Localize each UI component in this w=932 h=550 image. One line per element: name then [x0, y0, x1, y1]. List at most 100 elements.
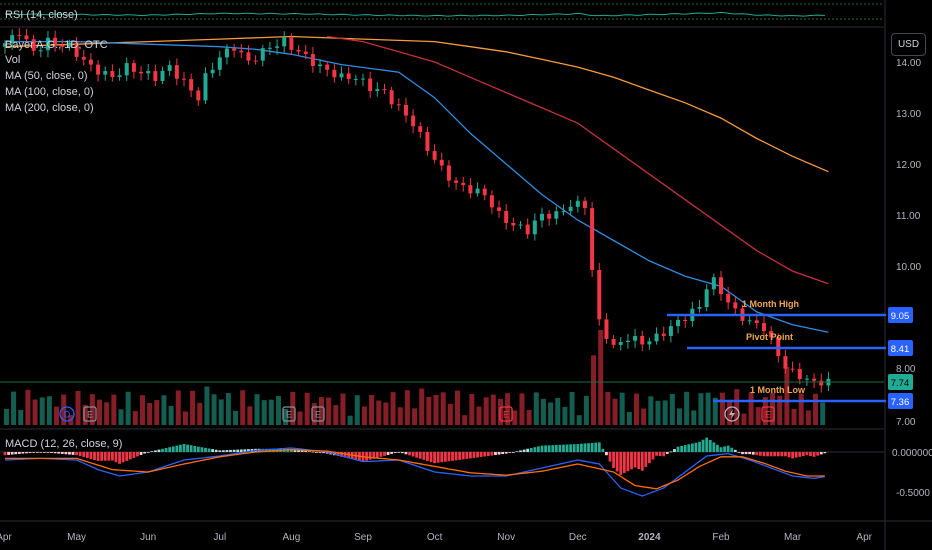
macd-histogram-bar — [554, 444, 558, 452]
level-price-text: 9.05 — [891, 311, 910, 322]
candle-body — [439, 159, 444, 166]
candle-body — [353, 78, 358, 80]
macd-histogram-bar — [121, 452, 125, 463]
macd-legend[interactable]: MACD (12, 26, close, 9) — [5, 438, 123, 450]
level-price-tag — [888, 393, 913, 409]
volume-bar — [605, 391, 611, 425]
symbol-legend[interactable]: Bayer A.G., 1D, OTC — [5, 39, 108, 51]
macd-histogram-bar — [340, 452, 343, 457]
macd-histogram-bar — [39, 452, 43, 453]
candle-body — [81, 56, 86, 60]
candle-body — [561, 211, 566, 213]
volume-bar — [662, 400, 668, 425]
price-tick-label: 8.00 — [896, 364, 916, 375]
ma100-line — [327, 35, 829, 285]
macd-histogram-bar — [572, 444, 576, 452]
candle-body — [38, 50, 43, 52]
volume-bar — [641, 408, 647, 425]
volume-bar — [311, 403, 317, 425]
macd-histogram-bar — [816, 452, 820, 456]
macd-histogram-bar — [143, 452, 147, 454]
macd-histogram-bar — [741, 452, 744, 455]
candle-body — [267, 47, 272, 49]
macd-histogram-bar — [422, 452, 426, 460]
macd-histogram-bar — [805, 452, 809, 456]
volume-bar — [25, 389, 31, 425]
macd-histogram-bar — [397, 452, 401, 453]
candle-body — [310, 54, 315, 67]
candle-body — [726, 294, 731, 303]
macd-histogram-bar — [225, 450, 229, 452]
volume-bar — [46, 396, 52, 425]
volume-bar — [404, 390, 410, 425]
macd-histogram-bar — [547, 445, 551, 452]
volume-bar — [519, 393, 525, 425]
candle-body — [761, 323, 766, 332]
macd-histogram-bar — [146, 452, 150, 453]
ma100-legend[interactable]: MA (100, close, 0) — [5, 86, 94, 98]
candle-body — [819, 380, 824, 386]
macd-signal-line — [5, 448, 825, 490]
volume-bar — [634, 393, 640, 425]
macd-histogram-bar — [293, 449, 297, 452]
macd-histogram-bar — [758, 452, 762, 456]
macd-histogram-bar — [50, 452, 53, 453]
ma50-legend[interactable]: MA (50, close, 0) — [5, 70, 88, 82]
macd-histogram-bar — [175, 445, 179, 452]
macd-histogram-bar — [239, 449, 243, 452]
price-tick-label: 12.00 — [896, 160, 921, 171]
macd-histogram-bar — [637, 452, 641, 470]
macd-histogram-bar — [673, 449, 676, 452]
volume-bar — [727, 401, 733, 425]
macd-histogram-bar — [243, 449, 247, 452]
macd-histogram-bar — [733, 449, 737, 452]
macd-histogram-bar — [118, 452, 121, 464]
macd-histogram-bar — [193, 445, 197, 452]
macd-histogram-bar — [153, 450, 157, 452]
volume-bar — [813, 393, 819, 425]
time-axis-label: Jul — [213, 532, 226, 543]
volume-bar — [533, 392, 539, 425]
candle-body — [375, 89, 380, 92]
volume-bar — [97, 399, 103, 425]
macd-histogram-bar — [10, 452, 14, 455]
candle-body — [167, 65, 172, 71]
macd-histogram-bar — [207, 448, 211, 452]
macd-histogram-bar — [307, 451, 311, 452]
volume-bar — [39, 397, 45, 425]
macd-histogram-bar — [504, 452, 508, 454]
candle-body — [618, 342, 623, 345]
candle-body — [260, 48, 265, 61]
macd-histogram-bar — [429, 452, 433, 463]
currency-button[interactable]: USD — [891, 33, 926, 56]
ma200-legend[interactable]: MA (200, close, 0) — [5, 102, 94, 114]
macd-histogram-bar — [644, 452, 648, 467]
ma200-line — [4, 35, 829, 173]
volume-bar — [455, 390, 461, 425]
volume-bar — [32, 399, 38, 425]
macd-histogram-bar — [164, 448, 168, 452]
volume-bar — [784, 367, 790, 425]
candle-body — [525, 224, 530, 235]
macd-histogram-bar — [551, 445, 555, 452]
macd-histogram-bar — [311, 451, 315, 453]
volume-bar — [276, 396, 282, 425]
macd-histogram-bar — [343, 452, 347, 458]
macd-histogram-bar — [408, 452, 411, 456]
macd-histogram-bar — [569, 444, 573, 452]
volume-bar — [390, 392, 396, 425]
level-price-text: 8.41 — [891, 344, 910, 355]
macd-histogram-bar — [533, 447, 537, 452]
time-axis-label: Aug — [283, 532, 301, 543]
macd-histogram-bar — [128, 452, 132, 460]
macd-histogram-bar — [365, 452, 368, 461]
macd-histogram-bar — [615, 452, 619, 472]
macd-histogram-bar — [701, 439, 705, 452]
last-price-text: 7.74 — [891, 378, 910, 389]
candle-body — [582, 200, 587, 209]
volume-bar — [376, 400, 382, 425]
macd-histogram-bar — [465, 452, 469, 459]
earnings-marker — [83, 406, 97, 422]
macd-histogram-bar — [490, 452, 494, 456]
